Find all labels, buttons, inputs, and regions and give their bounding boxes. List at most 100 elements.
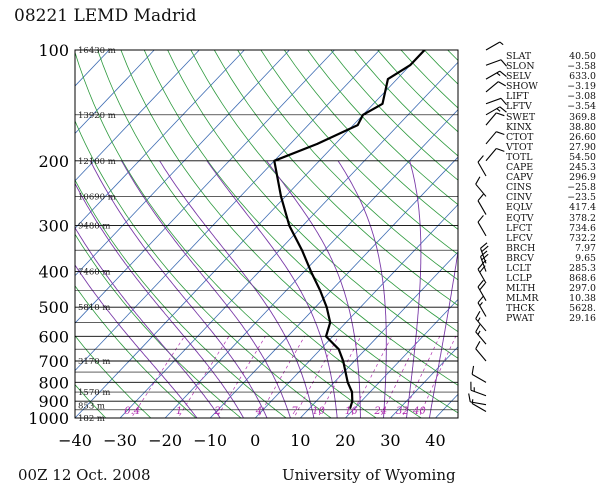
wind-barb-flag bbox=[499, 70, 507, 77]
dry-adiabat-line bbox=[283, 50, 458, 230]
temperature-point bbox=[351, 400, 354, 403]
mixing-ratio-line bbox=[177, 336, 230, 418]
index-key: LFTV bbox=[506, 101, 532, 113]
index-row: SLAT 40.50 bbox=[506, 51, 596, 62]
index-row: CAPV 296.9 bbox=[506, 173, 596, 183]
temperature-point bbox=[316, 143, 319, 145]
wind-barb bbox=[475, 324, 487, 345]
index-key: SLON bbox=[506, 61, 535, 73]
mixing-ratio-line bbox=[418, 336, 457, 418]
wind-barbs bbox=[468, 41, 508, 412]
sounding-trace bbox=[273, 50, 426, 410]
wind-barb-staff bbox=[475, 183, 487, 197]
index-key: SWET bbox=[506, 111, 536, 123]
index-value: 9.65 bbox=[575, 252, 596, 264]
index-row: THCK 5628. bbox=[506, 304, 596, 314]
moist-adiabat-line bbox=[428, 248, 458, 418]
dry-adiabat-line bbox=[213, 50, 458, 307]
temperature-point bbox=[325, 335, 327, 338]
temperature-point bbox=[310, 270, 312, 273]
x-tick-label: −20 bbox=[148, 431, 182, 450]
y-tick-label: 200 bbox=[38, 152, 69, 171]
index-row: CINS −25.8 bbox=[506, 183, 596, 193]
wind-barb-flag bbox=[499, 106, 507, 113]
moist-adiabat-line bbox=[75, 182, 245, 418]
wind-barb bbox=[475, 176, 487, 197]
index-key: CAPV bbox=[506, 172, 534, 184]
y-tick-label: 100 bbox=[38, 41, 69, 60]
mixing-ratio-label: 0.4 bbox=[124, 406, 140, 417]
temperature-point bbox=[409, 64, 412, 67]
wind-barb-flag bbox=[468, 393, 471, 402]
height-label: 7460 m bbox=[78, 268, 110, 278]
dry-adiabat-line bbox=[75, 233, 242, 418]
mixing-ratio-label: 32 bbox=[396, 406, 409, 417]
index-row: SHOW −3.19 bbox=[506, 82, 596, 92]
x-tick-label: 20 bbox=[335, 431, 355, 450]
wind-barb bbox=[480, 250, 489, 272]
index-value: −3.08 bbox=[567, 91, 596, 103]
index-key: PWAT bbox=[506, 313, 534, 325]
wind-barb bbox=[471, 399, 487, 412]
wind-barb bbox=[477, 295, 487, 317]
wind-barb-flag bbox=[497, 81, 506, 87]
isotherm-line bbox=[254, 203, 458, 418]
index-value: 297.0 bbox=[569, 283, 596, 295]
temperature-point bbox=[337, 348, 340, 351]
index-key: CINS bbox=[506, 182, 532, 194]
dry-adiabat-line bbox=[190, 50, 458, 333]
index-row: CAPE 245.3 bbox=[506, 162, 596, 173]
wind-barb-staff bbox=[485, 148, 497, 162]
wind-barb-flag bbox=[477, 215, 484, 223]
mixing-ratio-line bbox=[257, 336, 305, 418]
wind-barb-flag bbox=[480, 250, 488, 257]
index-value: 633.0 bbox=[569, 71, 596, 83]
index-value: 40.50 bbox=[569, 51, 596, 62]
mixing-ratio-line bbox=[293, 336, 339, 418]
index-value: 296.9 bbox=[569, 172, 596, 184]
index-key: THCK bbox=[506, 303, 535, 315]
wind-barb-flag bbox=[500, 59, 508, 67]
x-tick-label: 40 bbox=[425, 431, 445, 450]
index-key: BRCH bbox=[506, 242, 536, 254]
temperature-profile-line bbox=[273, 50, 426, 409]
wind-barb-staff bbox=[480, 256, 487, 272]
wind-barb-staff bbox=[471, 402, 487, 412]
dry-adiabat-line bbox=[237, 50, 458, 281]
height-label: 12100 m bbox=[78, 157, 116, 167]
dry-adiabat-line bbox=[75, 51, 377, 418]
wind-barb-flag bbox=[475, 310, 481, 319]
index-key: VTOT bbox=[506, 141, 533, 153]
wind-barb-staff bbox=[485, 112, 497, 126]
index-value: 7.97 bbox=[575, 242, 596, 254]
index-key: CINV bbox=[506, 192, 532, 204]
x-tick-label: −40 bbox=[58, 431, 92, 450]
sounding-time: 00Z 12 Oct. 2008 bbox=[18, 466, 151, 484]
wind-barb-flag bbox=[477, 279, 484, 288]
wind-barb-flag bbox=[477, 295, 484, 304]
wind-barb-flag bbox=[500, 97, 508, 106]
moist-adiabat-line bbox=[75, 264, 198, 418]
index-key: LIFT bbox=[506, 91, 529, 103]
index-value: 54.50 bbox=[569, 151, 596, 163]
height-label: 16430 m bbox=[78, 46, 116, 56]
index-key: CTOT bbox=[506, 131, 534, 143]
mixing-ratio-label: 10 bbox=[312, 406, 325, 417]
wind-barb-half-flag bbox=[482, 259, 487, 264]
wind-barb-flag bbox=[496, 131, 505, 136]
chart-grid bbox=[75, 50, 458, 418]
index-key: EQLV bbox=[506, 202, 533, 214]
mixing-ratio-line bbox=[350, 336, 393, 418]
index-key: LCLP bbox=[506, 273, 532, 285]
isotherm-line bbox=[209, 156, 458, 418]
moist-adiabat-line bbox=[337, 160, 387, 418]
y-tick-label: 500 bbox=[38, 298, 69, 317]
index-value: −25.8 bbox=[567, 182, 596, 194]
index-row: MLMR 10.38 bbox=[506, 294, 596, 304]
moist-adiabat-line bbox=[266, 160, 361, 418]
wind-barb-staff bbox=[477, 161, 487, 177]
index-row: CTOT 26.60 bbox=[506, 131, 596, 143]
index-key: MLMR bbox=[506, 293, 539, 305]
mixing-ratio-label: 16 bbox=[345, 406, 358, 417]
